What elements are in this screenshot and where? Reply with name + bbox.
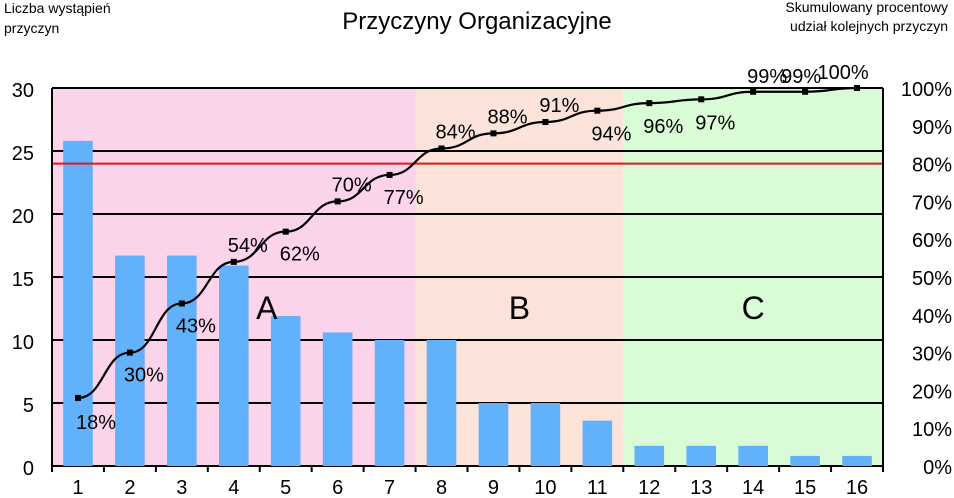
y-tick-label: 0 xyxy=(23,458,34,480)
y2-tick-label: 60% xyxy=(912,230,952,252)
y-tick-label: 25 xyxy=(12,143,34,165)
x-tick-label: 7 xyxy=(384,477,395,498)
x-tick-label: 14 xyxy=(742,477,764,498)
bar xyxy=(322,332,353,466)
x-tick-label: 13 xyxy=(690,477,712,498)
x-tick-label: 5 xyxy=(280,477,291,498)
y2-tick-label: 100% xyxy=(901,79,952,101)
cumulative-percent-label: 62% xyxy=(280,244,320,266)
zone-label-c: C xyxy=(742,290,765,326)
cumulative-percent-label: 99% xyxy=(781,66,821,88)
bar xyxy=(167,255,197,466)
x-tick-label: 11 xyxy=(587,477,608,498)
bar xyxy=(270,316,301,466)
x-tick-label: 9 xyxy=(488,477,499,498)
cumulative-point xyxy=(802,88,809,95)
x-tick-label: 3 xyxy=(176,477,187,498)
cumulative-percent-label: 97% xyxy=(695,112,735,134)
right-axis-label: Skumulowany procentowy udział kolejnych … xyxy=(785,0,948,34)
y2-tick-label: 0% xyxy=(923,457,952,479)
cumulative-percent-label: 43% xyxy=(176,315,216,337)
cumulative-point xyxy=(386,171,393,178)
y2-tick-label: 50% xyxy=(912,268,952,290)
y-tick-label: 30 xyxy=(12,80,34,102)
cumulative-point xyxy=(334,198,341,205)
y2-tick-label: 70% xyxy=(912,192,952,214)
bar xyxy=(478,403,509,466)
cumulative-percent-label: 94% xyxy=(591,124,631,146)
x-tick-label: 16 xyxy=(846,477,868,498)
cumulative-point xyxy=(646,100,653,107)
x-tick-label: 10 xyxy=(534,477,556,498)
chart-title: Przyczyny Organizacyjne xyxy=(342,8,612,35)
bar xyxy=(582,420,613,466)
zone-label-b: B xyxy=(509,290,530,326)
cumulative-percent-label: 100% xyxy=(817,62,868,84)
y2-tick-label: 20% xyxy=(912,381,952,403)
left-axis-label: Liczba wystąpień przyczyn xyxy=(4,0,111,36)
x-tick-label: 8 xyxy=(436,477,447,498)
cumulative-percent-label: 88% xyxy=(487,106,527,128)
cumulative-percent-label: 18% xyxy=(76,412,116,434)
bar xyxy=(686,445,717,466)
cumulative-point xyxy=(178,300,185,307)
cumulative-percent-label: 77% xyxy=(384,187,424,209)
bar xyxy=(738,445,768,466)
bar xyxy=(634,445,665,466)
cumulative-point xyxy=(230,258,237,265)
cumulative-point xyxy=(594,107,601,114)
cumulative-point xyxy=(282,228,289,235)
cumulative-point xyxy=(854,85,861,91)
bar xyxy=(63,140,93,467)
x-tick-label: 6 xyxy=(332,477,343,498)
y2-tick-label: 10% xyxy=(912,419,952,441)
x-tick-label: 12 xyxy=(638,477,660,498)
cumulative-point xyxy=(490,130,497,137)
y-tick-label: 10 xyxy=(12,332,34,354)
cumulative-percent-label: 70% xyxy=(332,174,372,196)
cumulative-point xyxy=(126,349,133,356)
x-tick-label: 2 xyxy=(124,477,135,498)
cumulative-point xyxy=(750,88,757,95)
bar xyxy=(842,455,872,466)
bar xyxy=(790,455,820,466)
x-tick-label: 15 xyxy=(794,477,816,498)
cumulative-percent-label: 91% xyxy=(539,95,579,117)
cumulative-point xyxy=(74,394,81,401)
zone-label-a: A xyxy=(256,290,278,326)
bar xyxy=(115,255,145,466)
cumulative-percent-label: 30% xyxy=(124,365,164,387)
y-tick-label: 15 xyxy=(12,269,34,291)
x-tick-label: 4 xyxy=(228,477,239,498)
bar xyxy=(426,340,457,466)
y2-tick-label: 40% xyxy=(912,306,952,328)
y2-tick-label: 90% xyxy=(912,117,952,139)
cumulative-percent-label: 99% xyxy=(747,66,787,88)
y2-tick-label: 80% xyxy=(912,155,952,177)
cumulative-point xyxy=(438,145,445,152)
cumulative-point xyxy=(542,119,549,126)
cumulative-percent-label: 54% xyxy=(228,235,268,257)
bar xyxy=(530,403,561,466)
cumulative-percent-label: 84% xyxy=(436,121,476,143)
y-tick-label: 20 xyxy=(12,206,34,228)
x-tick-label: 1 xyxy=(72,477,83,498)
cumulative-percent-label: 96% xyxy=(643,116,683,138)
bar xyxy=(218,265,249,466)
cumulative-point xyxy=(698,96,705,103)
bar xyxy=(374,340,405,466)
y2-tick-label: 30% xyxy=(912,344,952,366)
y-tick-label: 5 xyxy=(23,395,34,417)
